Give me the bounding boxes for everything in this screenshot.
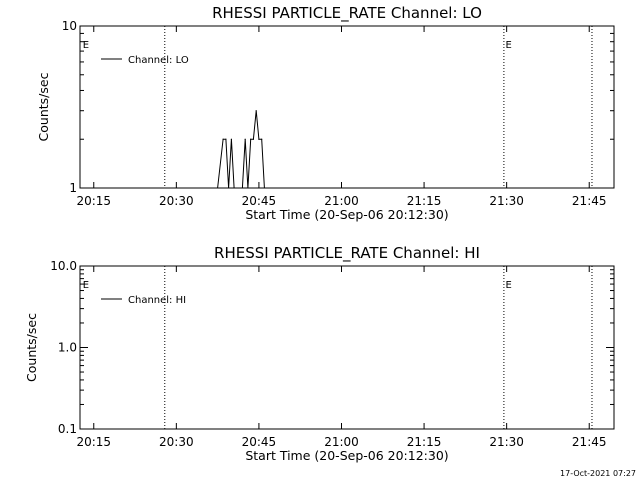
y-tick-label: 10 <box>62 19 77 33</box>
x-axis-label: Start Time (20-Sep-06 20:12:30) <box>245 207 448 222</box>
data-point <box>252 138 255 140</box>
data-point <box>258 138 260 140</box>
chart-title: RHESSI PARTICLE_RATE Channel: LO <box>212 4 482 23</box>
chart-title: RHESSI PARTICLE_RATE Channel: HI <box>214 244 480 263</box>
plot-frame <box>79 265 615 430</box>
x-axis-label: Start Time (20-Sep-06 20:12:30) <box>245 448 448 463</box>
footer-timestamp: 17-Oct-2021 07:27 <box>560 469 636 478</box>
x-tick-label: 20:15 <box>76 194 111 208</box>
x-tick-label: 20:15 <box>76 435 111 449</box>
x-tick-label: 21:30 <box>489 435 524 449</box>
y-tick-label: 1.0 <box>58 341 77 355</box>
y-axis-label: Counts/sec <box>36 72 51 141</box>
x-tick-label: 20:30 <box>159 194 194 208</box>
x-tick-label: 21:45 <box>572 435 607 449</box>
x-tick-label: 21:30 <box>489 194 524 208</box>
data-point <box>250 138 252 140</box>
x-tick-label: 21:00 <box>324 194 359 208</box>
x-tick-label: 21:15 <box>407 435 442 449</box>
data-point <box>244 138 246 140</box>
event-label: E <box>506 40 512 51</box>
plot-frame <box>79 25 615 189</box>
chart-panel-hi: RHESSI PARTICLE_RATE Channel: HI 20:15 20:… <box>24 244 615 463</box>
y-tick-label: 10.0 <box>50 259 77 273</box>
event-label: E <box>83 40 89 51</box>
chart-panel-lo: RHESSI PARTICLE_RATE Channel: LO 20:15 20:… <box>36 4 615 222</box>
data-point <box>222 138 224 140</box>
x-tick-label: 21:00 <box>324 435 359 449</box>
series-line <box>217 110 268 189</box>
y-tick-label: 0.1 <box>58 422 77 436</box>
data-point <box>230 138 232 140</box>
x-tick-label: 20:45 <box>242 194 277 208</box>
y-axis-label: Counts/sec <box>24 313 39 382</box>
x-tick-label: 20:30 <box>159 435 194 449</box>
x-tick-label: 20:45 <box>242 435 277 449</box>
y-tick-label: 1 <box>69 181 77 195</box>
legend-label: Channel: HI <box>128 295 186 306</box>
x-tick-label: 21:15 <box>407 194 442 208</box>
data-point <box>261 138 263 140</box>
event-label: E <box>83 280 89 291</box>
legend-label: Channel: LO <box>128 55 189 66</box>
event-label: E <box>506 280 512 291</box>
data-point <box>255 110 257 112</box>
data-point <box>225 138 227 140</box>
x-tick-label: 21:45 <box>572 194 607 208</box>
